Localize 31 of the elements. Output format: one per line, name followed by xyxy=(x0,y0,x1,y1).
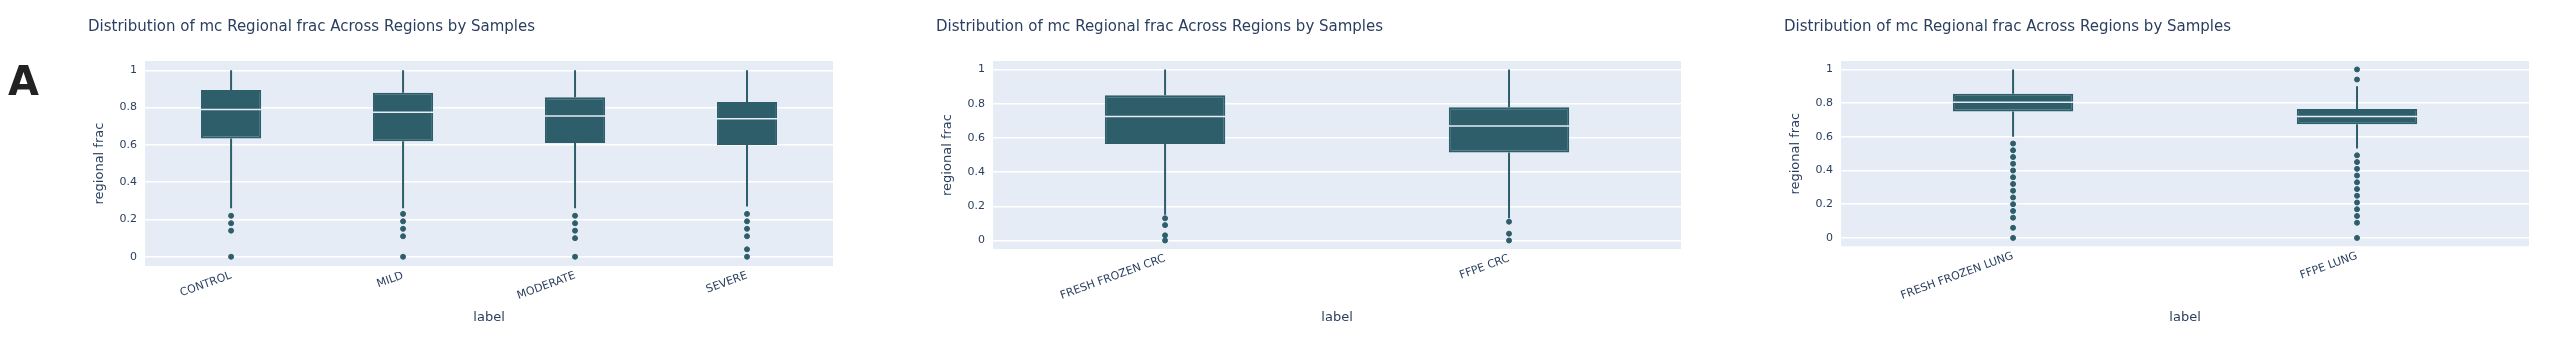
y-tick-label: 0.4 xyxy=(119,175,138,189)
y-tick-label: 0 xyxy=(978,233,986,247)
y-tick-label: 0.4 xyxy=(1815,163,1834,177)
y-tick-label: 0.2 xyxy=(119,212,138,226)
y-tick-label: 1 xyxy=(978,62,986,76)
text: A xyxy=(8,58,40,104)
y-axis-title: regional frac xyxy=(939,114,955,196)
y-tick-label: 0.6 xyxy=(967,130,986,144)
y-tick-label: 0.8 xyxy=(967,96,986,110)
y-tick-label: 0 xyxy=(130,249,138,263)
x-tick-label: FFPE LUNG xyxy=(2298,248,2360,282)
x-tick-label: FFPE CRC xyxy=(1457,251,1512,282)
y-tick-label: 0 xyxy=(1826,230,1834,244)
chart-title: Distribution of mc Regional frac Across Regions by Samples xyxy=(1784,16,2232,35)
y-tick-label: 0.2 xyxy=(1815,197,1834,211)
y-tick-label: 1 xyxy=(1826,62,1834,76)
y-axis-title: regional frac xyxy=(91,122,107,205)
x-axis-title: label xyxy=(1321,308,1353,324)
y-tick-label: 0.8 xyxy=(119,100,138,114)
x-tick-label: MILD xyxy=(374,268,406,291)
y-tick-label: 0.6 xyxy=(1815,129,1834,143)
chart-title: Distribution of mc Regional frac Across Regions by Samples xyxy=(936,16,1384,35)
y-axis-title: regional frac xyxy=(1787,112,1803,195)
chart-title: Distribution of mc Regional frac Across Regions by Samples xyxy=(88,16,536,35)
y-tick-label: 0.2 xyxy=(967,199,986,213)
y-tick-label: 0.6 xyxy=(119,137,138,151)
y-tick-label: 0.4 xyxy=(967,164,986,178)
x-axis-title: label xyxy=(2169,308,2201,324)
x-axis-title: label xyxy=(473,308,505,324)
y-tick-label: 0.8 xyxy=(1815,95,1834,109)
y-tick-label: 1 xyxy=(130,63,138,77)
